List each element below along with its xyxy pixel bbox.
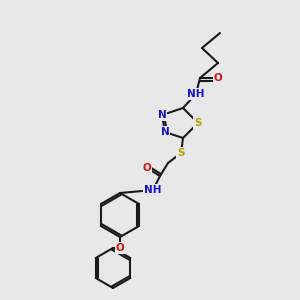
Text: N: N: [160, 127, 169, 137]
Text: S: S: [194, 118, 202, 128]
Text: S: S: [177, 148, 185, 158]
Text: O: O: [214, 73, 222, 83]
Text: O: O: [116, 243, 124, 253]
Text: N: N: [158, 110, 166, 120]
Text: O: O: [142, 163, 152, 173]
Text: NH: NH: [144, 185, 162, 195]
Text: NH: NH: [187, 89, 205, 99]
